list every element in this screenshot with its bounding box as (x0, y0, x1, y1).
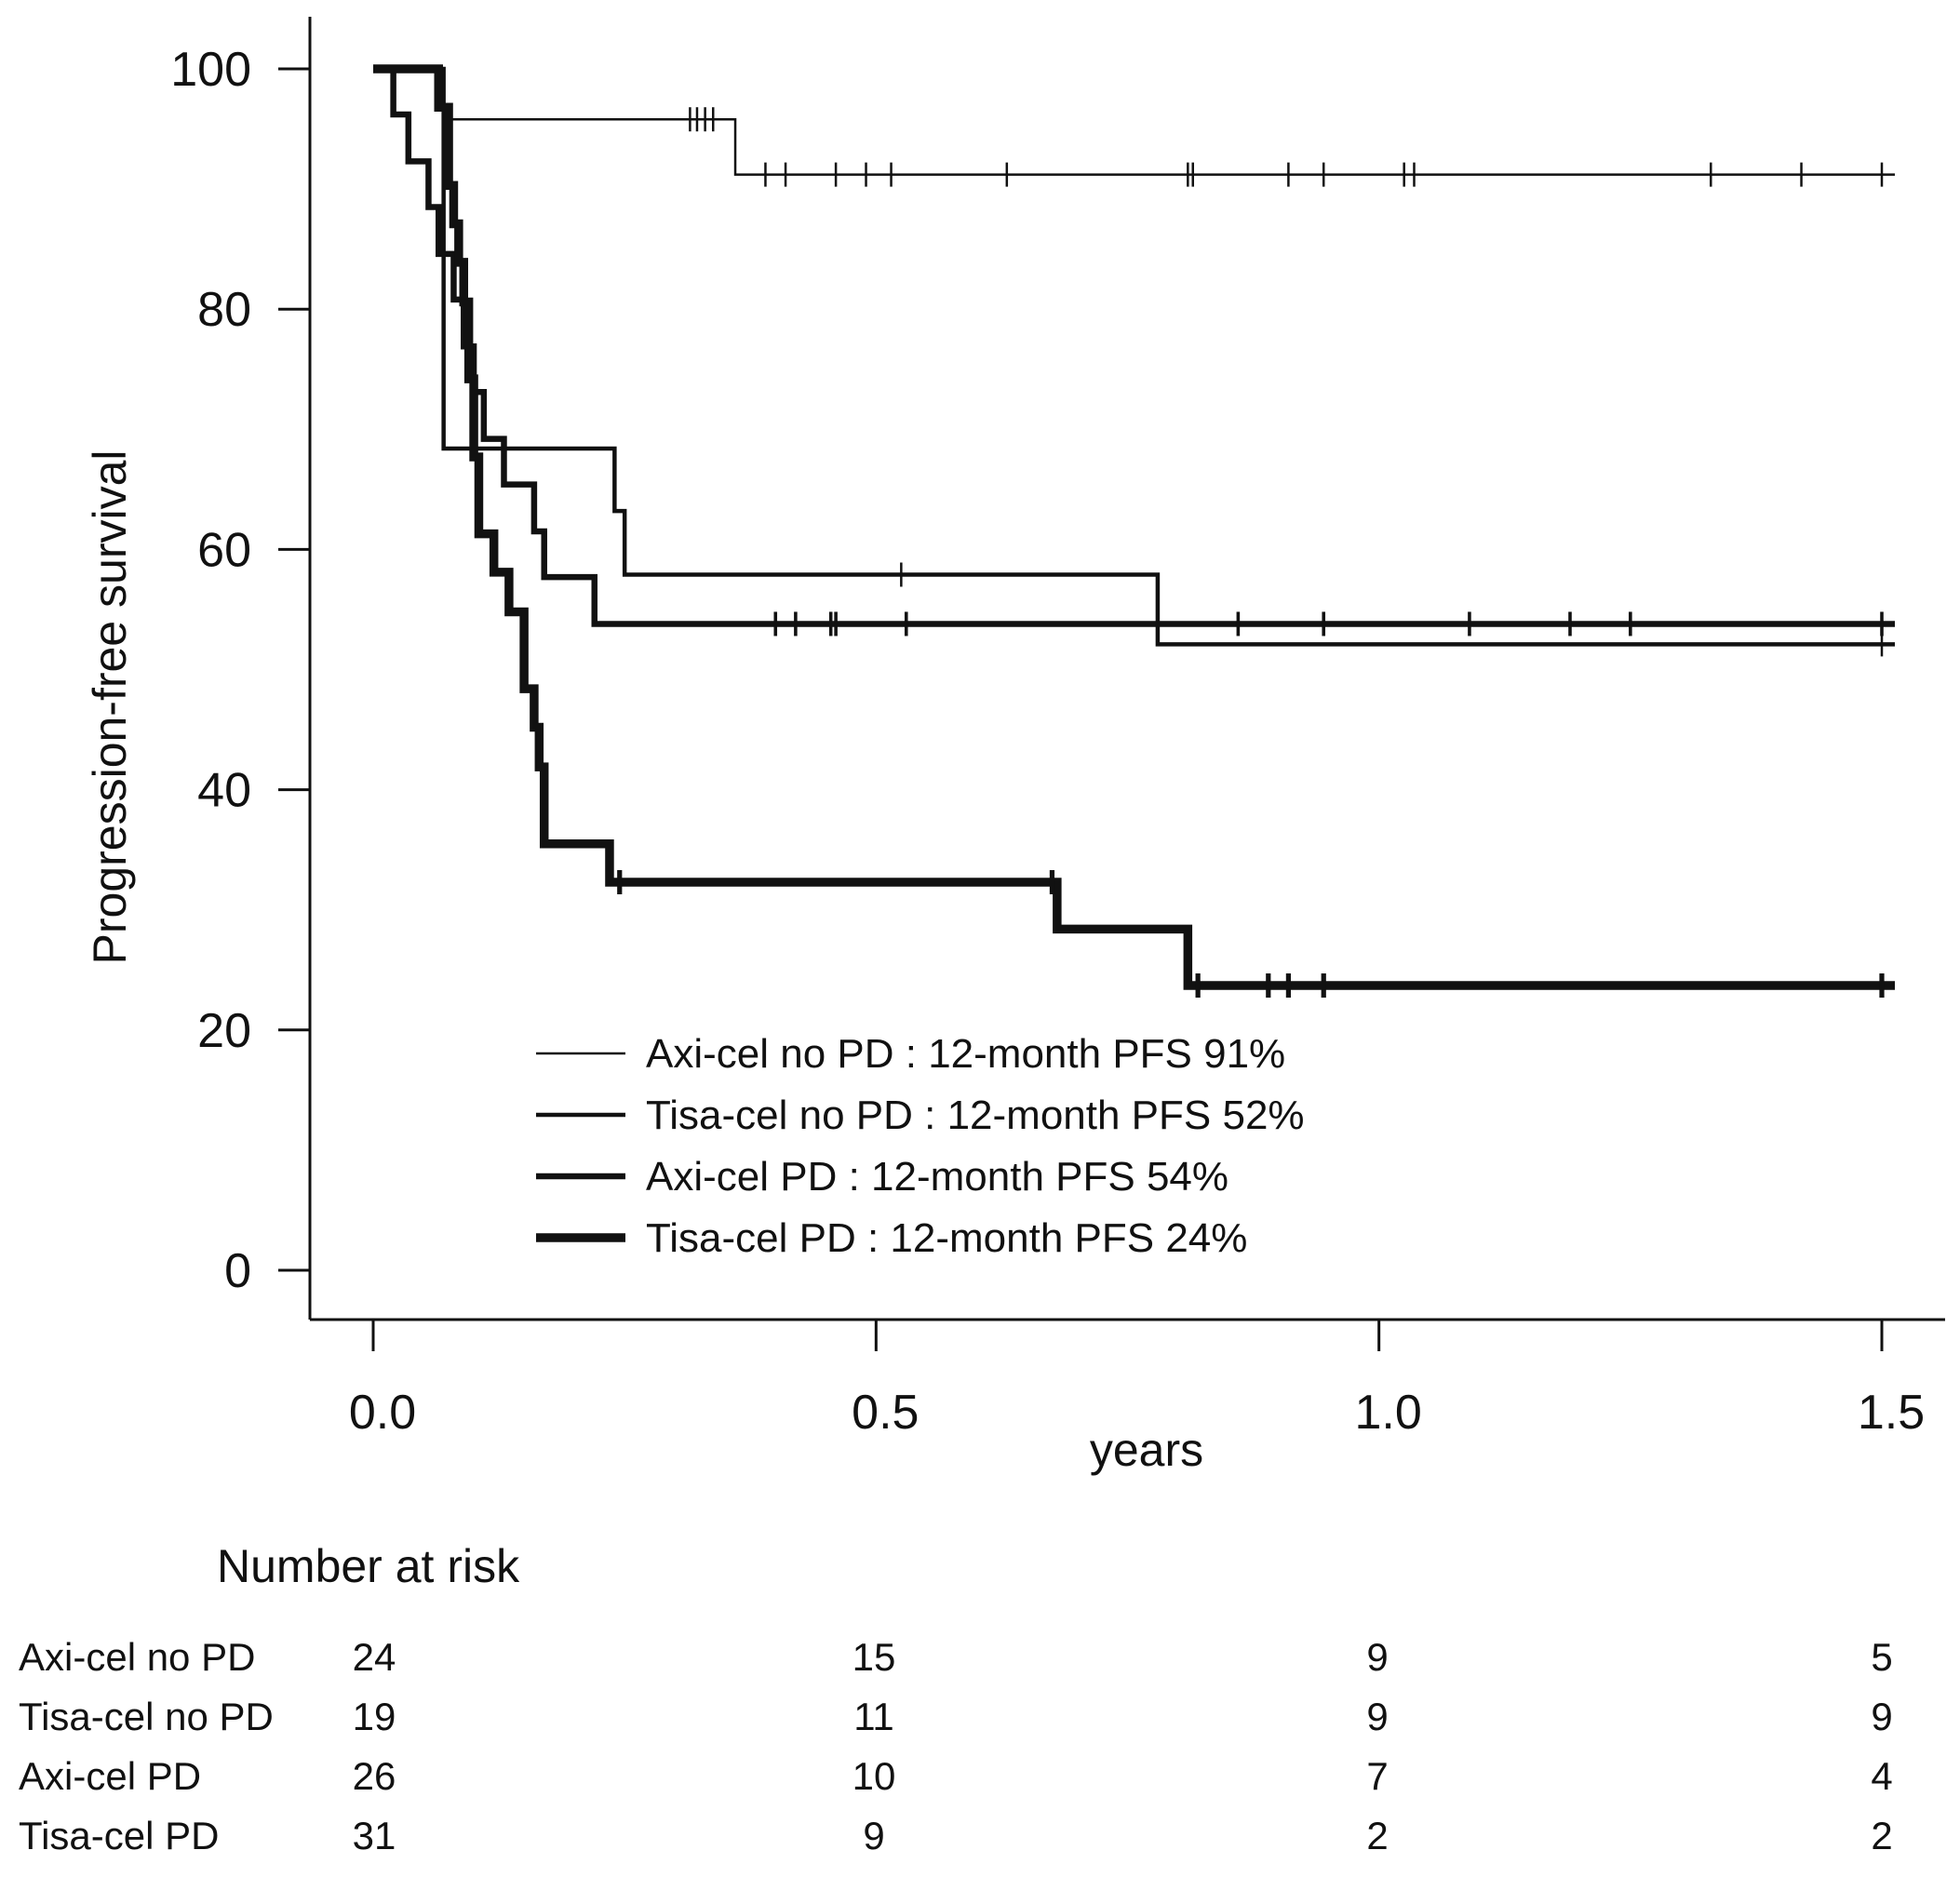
risk-value: 9 (1366, 1635, 1388, 1679)
series-axi-cel-pd (373, 65, 1895, 637)
y-tick-label: 80 (197, 283, 251, 337)
legend-label: Tisa-cel PD : 12-month PFS 24% (646, 1215, 1247, 1261)
series-tisa-cel-no-pd (373, 66, 1895, 657)
risk-value: 2 (1871, 1814, 1892, 1857)
axes (308, 17, 1945, 1321)
x-tick-label: 1.5 (1858, 1386, 1925, 1440)
risk-table: Number at risk Axi-cel no PD 24 15 9 5Tisa-c… (19, 1540, 1893, 1857)
x-tick-label: 1.0 (1355, 1386, 1422, 1440)
legend-label: Axi-cel no PD : 12-month PFS 91% (646, 1031, 1285, 1077)
series-axi-cel-no-pd (373, 67, 1895, 187)
y-ticks: 0 20 40 60 80 100 (170, 43, 310, 1298)
risk-value: 9 (1366, 1695, 1388, 1738)
risk-table-title: Number at risk (217, 1540, 520, 1592)
y-tick-label: 60 (197, 523, 251, 577)
y-tick-label: 100 (170, 43, 251, 97)
risk-row-label: Tisa-cel no PD (19, 1695, 274, 1738)
y-tick-label: 40 (197, 764, 251, 818)
risk-value: 26 (353, 1754, 396, 1798)
risk-value: 4 (1871, 1754, 1892, 1798)
risk-row-label: Axi-cel no PD (19, 1635, 255, 1679)
legend-label: Tisa-cel no PD : 12-month PFS 52% (646, 1093, 1305, 1138)
risk-value: 2 (1366, 1814, 1388, 1857)
legend: Axi-cel no PD : 12-month PFS 91% Tisa-cel… (536, 1031, 1305, 1261)
x-axis-title: years (1090, 1424, 1203, 1476)
survival-curve (373, 64, 1895, 990)
x-tick-label: 0.5 (852, 1386, 919, 1440)
risk-value: 9 (1871, 1695, 1892, 1738)
legend-label: Axi-cel PD : 12-month PFS 54% (646, 1154, 1228, 1200)
x-ticks: 0.0 0.5 1.0 1.5 (349, 1320, 1925, 1440)
survival-curve (373, 65, 1895, 627)
y-tick-label: 0 (224, 1244, 251, 1298)
risk-value: 24 (353, 1635, 396, 1679)
risk-value: 11 (853, 1695, 894, 1738)
series-tisa-cel-pd (373, 64, 1895, 999)
risk-value: 10 (852, 1754, 896, 1798)
risk-value: 31 (353, 1814, 396, 1857)
survival-curve (373, 67, 1895, 176)
risk-row-label: Axi-cel PD (19, 1754, 201, 1798)
x-tick-label: 0.0 (349, 1386, 416, 1440)
survival-curve (373, 66, 1895, 647)
series-layer (373, 64, 1895, 999)
y-tick-label: 20 (197, 1004, 251, 1058)
risk-row-label: Tisa-cel PD (19, 1814, 219, 1857)
y-axis-title: Progression-free survival (84, 450, 136, 965)
risk-value: 15 (852, 1635, 896, 1679)
risk-value: 7 (1366, 1754, 1388, 1798)
risk-value: 5 (1871, 1635, 1892, 1679)
risk-value: 9 (863, 1814, 884, 1857)
risk-value: 19 (353, 1695, 396, 1738)
